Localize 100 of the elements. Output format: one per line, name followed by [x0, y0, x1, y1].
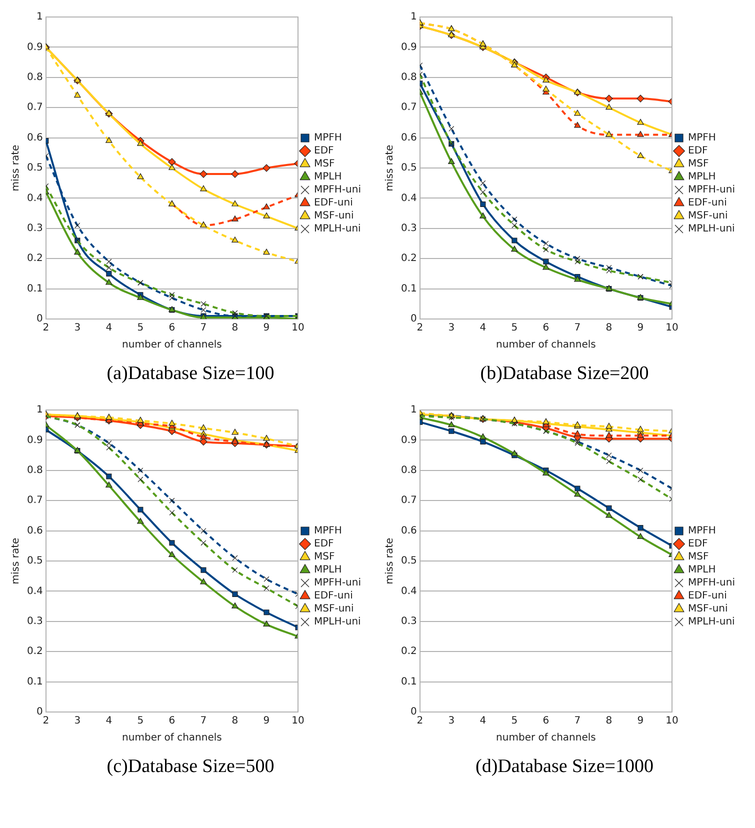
x-tick-label: 10 [292, 322, 304, 334]
y-tick-label: 0.9 [400, 42, 417, 53]
y-tick-label: 0.7 [400, 102, 417, 114]
legend-label: MSF-uni [688, 604, 728, 615]
y-tick-label: 0.1 [400, 676, 417, 688]
y-tick-label: 0.4 [400, 192, 417, 204]
legend-label: MPFH [314, 526, 342, 537]
text: (b)Database Size=200 [479, 363, 650, 385]
legend-label: MSF [314, 552, 335, 563]
x-tick-label: 9 [263, 716, 270, 727]
y-tick-label: 0.3 [400, 616, 417, 627]
legend-label: MSF [688, 158, 709, 170]
y-tick-label: 0.4 [400, 586, 417, 597]
x-tick-label: 9 [263, 322, 270, 334]
y-tick-label: 0.4 [26, 192, 43, 204]
legend-label: MPFH-uni [314, 184, 362, 196]
legend-label: MPFH [688, 526, 716, 537]
x-tick-label: 4 [480, 322, 486, 334]
legend-label: EDF [688, 146, 708, 157]
legend-label: EDF-uni [314, 590, 353, 602]
y-tick-label: 0.8 [26, 72, 43, 83]
y-tick-label: 0.2 [400, 253, 417, 264]
y-tick-label: 0.5 [26, 162, 43, 174]
x-tick-label: 2 [416, 322, 424, 334]
y-tick-label: 0.8 [400, 464, 417, 476]
text: (c)Database Size=500 [106, 756, 276, 778]
legend-label: MPFH [314, 132, 342, 144]
legend-label: MSF [314, 158, 335, 170]
y-tick-label: 1 [410, 12, 417, 23]
y-tick-label: 0.7 [26, 102, 43, 114]
x-tick-label: 2 [416, 716, 424, 727]
legend-label: EDF [314, 538, 334, 550]
y-tick-label: 0.9 [400, 434, 417, 446]
x-tick-label: 5 [511, 716, 518, 727]
y-tick-label: 0.3 [26, 616, 43, 627]
y-tick-label: 0.6 [400, 132, 417, 144]
x-tick-label: 10 [666, 322, 678, 334]
legend-label: MSF-uni [314, 604, 354, 615]
x-tick-label: 6 [168, 716, 176, 727]
legend-label: MSF-uni [314, 210, 354, 222]
legend-label: MPLH [688, 564, 716, 576]
legend-label: MPLH [688, 172, 716, 183]
x-tick-label: 3 [448, 322, 455, 334]
x-tick-label: 3 [74, 322, 81, 334]
legend-label: MPLH-uni [314, 224, 361, 235]
x-axis-title: number of channels [496, 340, 596, 351]
x-tick-label: 10 [666, 716, 678, 727]
legend-label: MPLH-uni [688, 616, 735, 628]
legend-label: MPFH [688, 132, 716, 144]
x-tick-label: 2 [42, 716, 50, 727]
text: (d)Database Size=1000 [474, 756, 654, 778]
legend-label: EDF-uni [688, 198, 727, 209]
y-tick-label: 0.2 [26, 253, 43, 264]
y-tick-label: 0.4 [26, 586, 43, 597]
y-tick-label: 0 [410, 314, 417, 325]
x-tick-label: 3 [74, 716, 81, 727]
x-tick-label: 2 [42, 322, 50, 334]
legend-label: MPLH-uni [688, 224, 735, 235]
y-axis-title: miss rate [384, 538, 396, 584]
x-tick-label: 4 [106, 716, 112, 727]
y-tick-label: 0.6 [400, 525, 417, 536]
legend-label: EDF-uni [688, 590, 727, 602]
y-tick-label: 0.2 [400, 646, 417, 658]
x-tick-label: 6 [168, 322, 176, 334]
y-axis-title: miss rate [10, 538, 22, 584]
x-tick-label: 8 [232, 322, 238, 334]
y-tick-label: 0 [410, 706, 417, 718]
y-tick-label: 0.2 [26, 646, 43, 658]
x-tick-label: 9 [637, 716, 644, 727]
legend-label: MPFH-uni [314, 578, 362, 589]
x-tick-label: 5 [137, 322, 144, 334]
y-tick-label: 0.7 [26, 495, 43, 506]
y-tick-label: 0.7 [400, 495, 417, 506]
legend-label: EDF [314, 146, 334, 157]
x-tick-label: 9 [637, 322, 644, 334]
text: (a)Database Size=100 [106, 363, 276, 385]
x-tick-label: 7 [200, 322, 207, 334]
y-tick-label: 0 [36, 706, 43, 718]
y-tick-label: 0.5 [400, 556, 417, 567]
y-tick-label: 0.1 [26, 283, 43, 294]
y-tick-label: 1 [36, 12, 43, 23]
x-tick-label: 8 [606, 322, 612, 334]
y-tick-label: 0.1 [400, 283, 417, 294]
x-tick-label: 5 [137, 716, 144, 727]
x-axis-title: number of channels [496, 732, 596, 744]
x-tick-label: 10 [292, 716, 304, 727]
legend-label: EDF [688, 538, 708, 550]
y-tick-label: 1 [36, 404, 43, 416]
x-axis-title: number of channels [122, 732, 222, 744]
y-tick-label: 0.5 [400, 162, 417, 174]
y-tick-label: 0 [36, 314, 43, 325]
x-tick-label: 5 [511, 322, 518, 334]
y-tick-label: 0.8 [26, 464, 43, 476]
x-tick-label: 7 [574, 716, 581, 727]
x-tick-label: 4 [480, 716, 486, 727]
y-tick-label: 0.9 [26, 434, 43, 446]
x-tick-label: 6 [542, 716, 550, 727]
y-tick-label: 0.9 [26, 42, 43, 53]
y-tick-label: 0.6 [26, 132, 43, 144]
x-tick-label: 4 [106, 322, 112, 334]
